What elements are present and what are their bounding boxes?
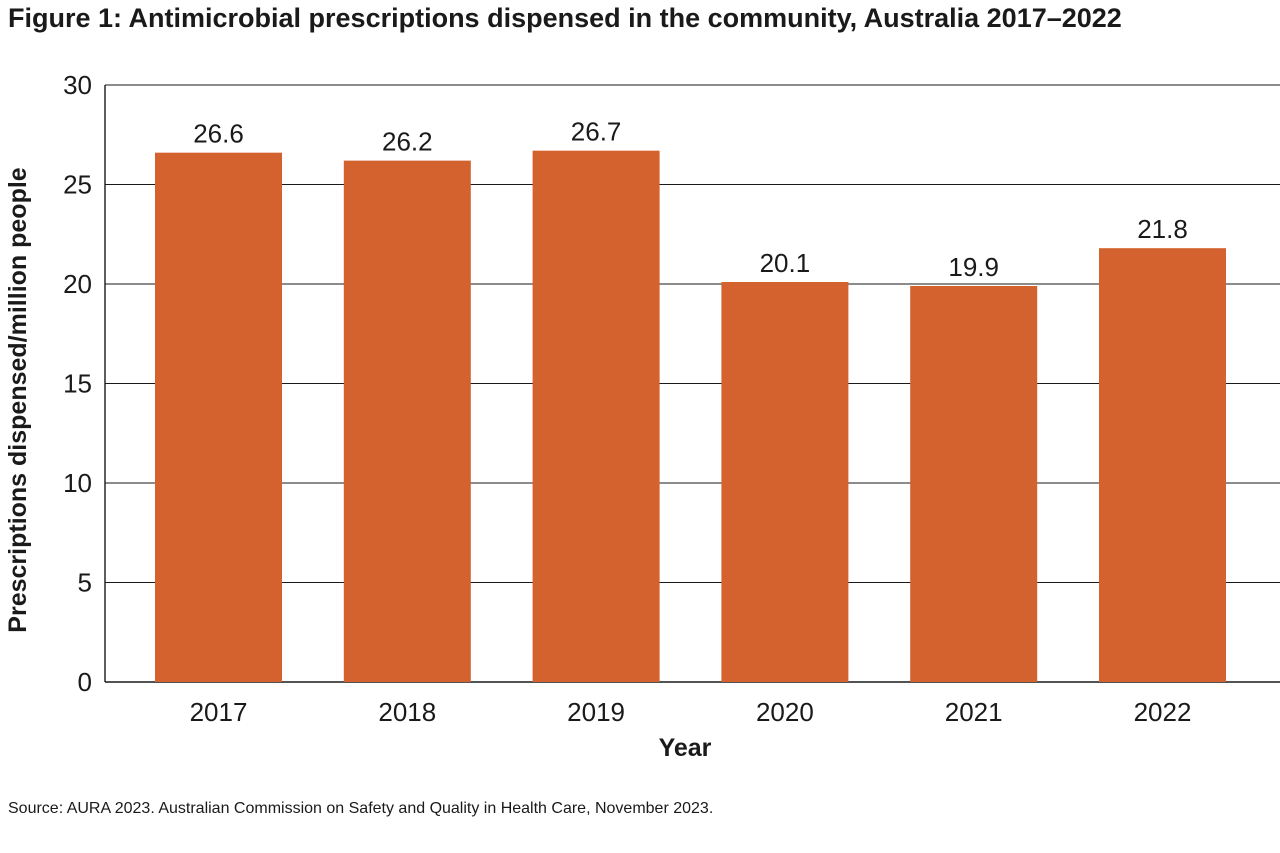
source-note: Source: AURA 2023. Australian Commission… xyxy=(8,800,714,817)
data-labels: 26.6 26.2 26.7 20.1 19.9 21.8 xyxy=(193,117,1188,282)
bar xyxy=(155,152,282,682)
y-axis-ticks: 0 5 10 15 20 25 30 xyxy=(63,70,92,697)
data-label: 21.8 xyxy=(1137,214,1188,244)
x-tick-label: 2021 xyxy=(945,697,1003,727)
y-tick-label: 20 xyxy=(63,269,92,299)
data-label: 26.7 xyxy=(571,117,622,147)
bars xyxy=(155,150,1226,683)
x-tick-label: 2020 xyxy=(756,697,814,727)
y-axis-title: Prescriptions dispensed/million people xyxy=(4,167,32,632)
bar-chart: 0 5 10 15 20 25 30 26.6 26.2 26.7 20.1 19.9 21.8 20… xyxy=(4,70,1280,762)
bar xyxy=(1099,248,1226,682)
y-tick-label: 15 xyxy=(63,369,92,399)
data-label: 19.9 xyxy=(948,252,999,282)
y-tick-label: 30 xyxy=(63,70,92,100)
x-tick-label: 2017 xyxy=(190,697,248,727)
gridlines xyxy=(104,84,1280,683)
bar xyxy=(910,285,1038,682)
x-axis-title: Year xyxy=(659,734,712,762)
bar xyxy=(532,150,660,683)
data-label: 26.6 xyxy=(193,119,244,149)
x-tick-label: 2019 xyxy=(567,697,625,727)
bar xyxy=(343,160,471,682)
figure-title: Figure 1: Antimicrobial prescriptions di… xyxy=(8,3,1122,33)
y-tick-label: 25 xyxy=(63,170,92,200)
bar xyxy=(721,282,849,682)
data-label: 26.2 xyxy=(382,127,433,157)
y-tick-label: 5 xyxy=(78,568,92,598)
data-label: 20.1 xyxy=(760,248,811,278)
x-axis-ticks: 2017 2018 2019 2020 2021 2022 xyxy=(190,697,1192,727)
y-tick-label: 0 xyxy=(78,667,92,697)
x-tick-label: 2022 xyxy=(1134,697,1192,727)
x-tick-label: 2018 xyxy=(378,697,436,727)
y-tick-label: 10 xyxy=(63,468,92,498)
